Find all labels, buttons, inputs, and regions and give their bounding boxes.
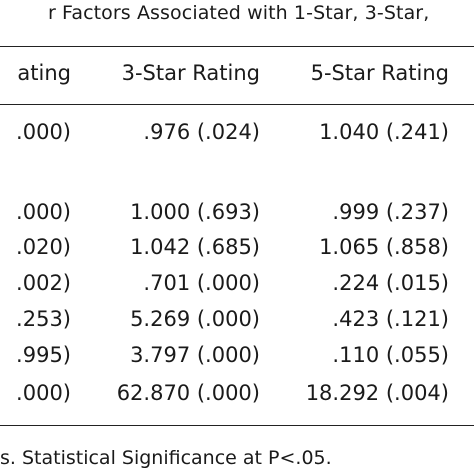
row-3-col-2: 1.042 (.685): [130, 235, 260, 259]
header-3-star-rating: 3-Star Rating: [121, 61, 260, 85]
row-1-col-2: .976 (.024): [143, 120, 260, 144]
table-top-rule: [0, 46, 474, 47]
header-1-star-rating: ating: [17, 61, 71, 85]
row-2-col-2: 1.000 (.693): [130, 200, 260, 224]
table-footnote: s. Statistical Significance at P<.05.: [0, 447, 332, 469]
row-7-col-1: .000): [16, 381, 71, 405]
row-5-col-2: 5.269 (.000): [130, 307, 260, 331]
table-bottom-rule: [0, 425, 474, 426]
row-4-col-1: .002): [16, 271, 71, 295]
row-6-col-3: .110 (.055): [332, 343, 449, 367]
row-3-col-1: .020): [16, 235, 71, 259]
row-7-col-3: 18.292 (.004): [305, 381, 449, 405]
row-6-col-2: 3.797 (.000): [130, 343, 260, 367]
row-4-col-2: .701 (.000): [143, 271, 260, 295]
row-7-col-2: 62.870 (.000): [116, 381, 260, 405]
row-5-col-3: .423 (.121): [332, 307, 449, 331]
row-5-col-1: .253): [16, 307, 71, 331]
row-3-col-3: 1.065 (.858): [319, 235, 449, 259]
row-2-col-3: .999 (.237): [332, 200, 449, 224]
row-6-col-1: .995): [16, 343, 71, 367]
header-rule: [0, 104, 474, 105]
row-1-col-3: 1.040 (.241): [319, 120, 449, 144]
row-2-col-1: .000): [16, 200, 71, 224]
row-4-col-3: .224 (.015): [332, 271, 449, 295]
row-1-col-1: .000): [16, 120, 71, 144]
table-caption: r Factors Associated with 1-Star, 3-Star…: [48, 2, 430, 24]
header-5-star-rating: 5-Star Rating: [310, 61, 449, 85]
